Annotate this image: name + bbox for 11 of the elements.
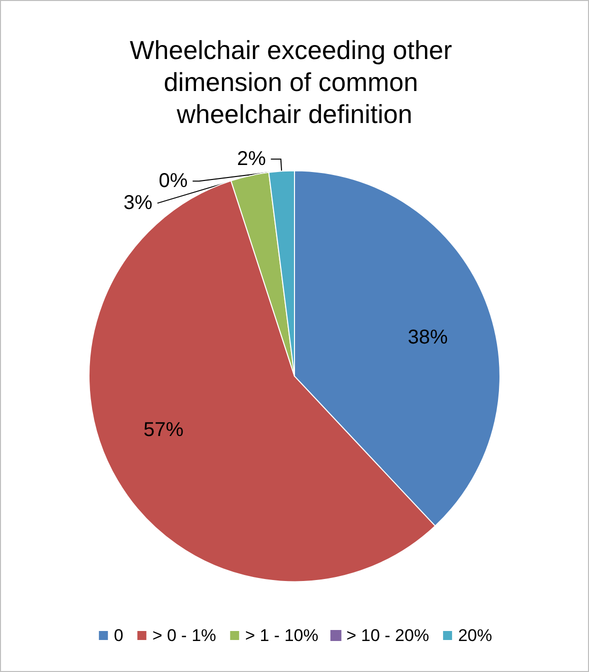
legend-label: > 0 - 1% — [152, 626, 216, 645]
chart-title: Wheelchair exceeding other dimension of common wheelchair definition — [130, 35, 460, 129]
data-label: 2% — [236, 148, 266, 170]
data-label: 3% — [123, 192, 153, 214]
legend-label: 20% — [458, 626, 492, 645]
legend-label: > 1 - 10% — [245, 626, 318, 645]
legend-label: > 10 - 20% — [346, 626, 430, 645]
text: 0% — [158, 170, 188, 192]
data-label: 38% — [408, 326, 448, 348]
data-label: 57% — [143, 419, 184, 442]
legend-label: 0 — [114, 626, 124, 645]
